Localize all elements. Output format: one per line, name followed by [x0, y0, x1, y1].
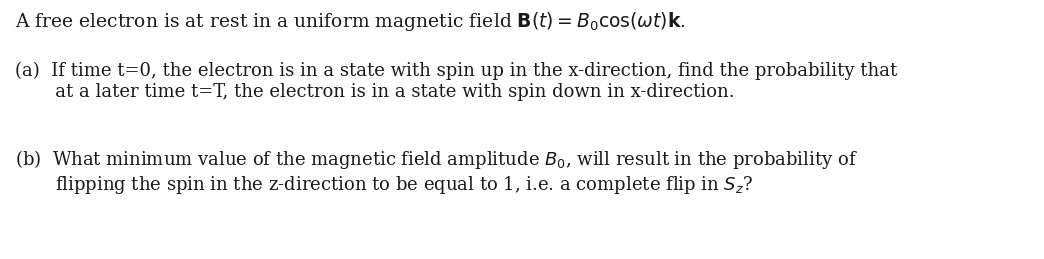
- Text: (b)  What minimum value of the magnetic field amplitude $B_0$, will result in th: (b) What minimum value of the magnetic f…: [15, 148, 858, 196]
- Text: (a)  If time t=0, the electron is in a state with spin up in the x-direction, fi: (a) If time t=0, the electron is in a st…: [15, 62, 897, 101]
- Text: A free electron is at rest in a uniform magnetic field $\mathbf{B}(t) = B_0\cos(: A free electron is at rest in a uniform …: [15, 10, 686, 33]
